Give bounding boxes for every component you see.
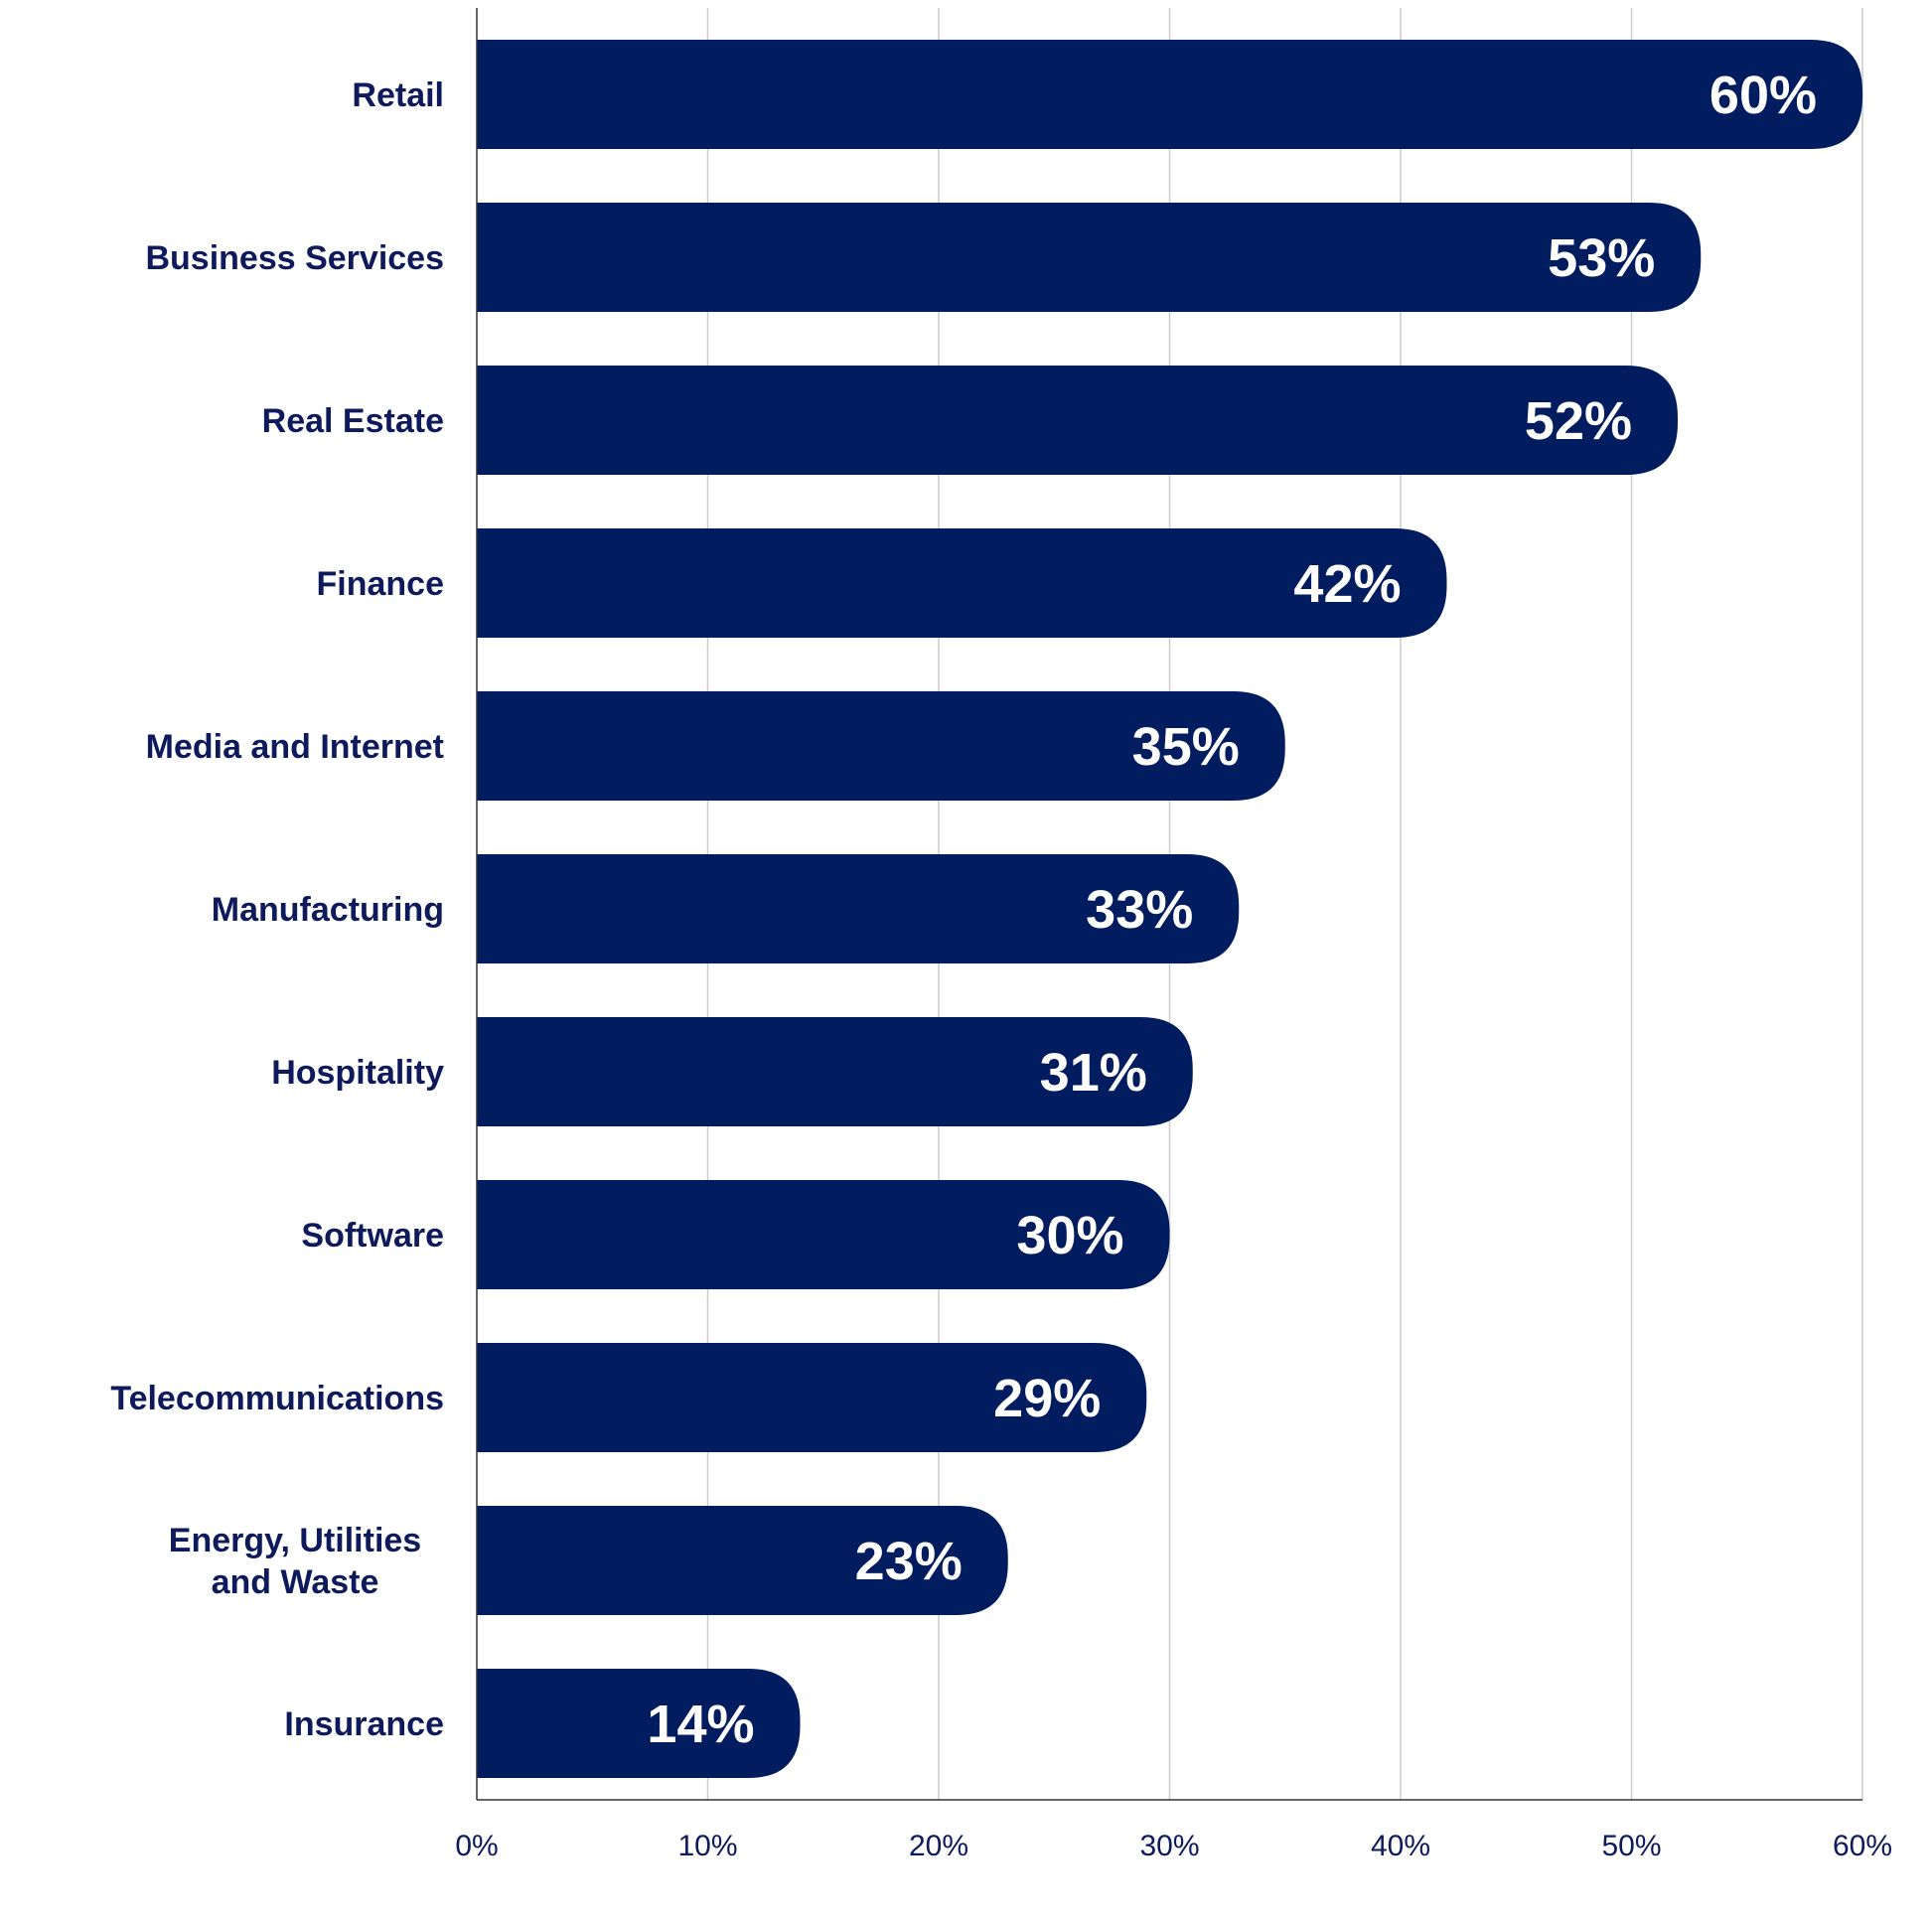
category-label-line: Media and Internet: [146, 728, 444, 766]
bar-9: [477, 1343, 1147, 1452]
bar-2: [477, 203, 1702, 312]
category-label-5: Media and Internet: [146, 728, 444, 766]
category-label-line: Finance: [317, 565, 444, 603]
category-label-line: Software: [301, 1217, 444, 1255]
value-label-6: 33%: [1086, 880, 1193, 940]
category-label-3: Real Estate: [262, 402, 444, 440]
x-tick-label-20: 20%: [909, 1830, 968, 1862]
category-label-8: Software: [301, 1217, 444, 1255]
bar-11: [477, 1669, 801, 1778]
category-label-2: Business Services: [145, 239, 444, 277]
category-label-line: Real Estate: [262, 402, 444, 440]
category-label-line: Energy, Utilities: [169, 1522, 421, 1559]
bar-3: [477, 366, 1678, 475]
value-label-10: 23%: [855, 1532, 963, 1591]
category-label-9: Telecommunications: [110, 1380, 444, 1417]
value-label-5: 35%: [1132, 717, 1240, 777]
category-label-7: Hospitality: [271, 1054, 444, 1092]
bar-6: [477, 854, 1240, 963]
bar-4: [477, 528, 1447, 638]
value-label-3: 52%: [1525, 391, 1632, 451]
value-label-8: 30%: [1016, 1206, 1123, 1265]
value-label-9: 29%: [993, 1369, 1101, 1428]
bar-5: [477, 691, 1285, 801]
category-label-line: and Waste: [212, 1563, 379, 1601]
category-label-1: Retail: [352, 76, 444, 114]
category-label-4: Finance: [317, 565, 444, 603]
category-label-6: Manufacturing: [212, 891, 444, 929]
x-tick-label-40: 40%: [1371, 1830, 1430, 1862]
x-tick-label-50: 50%: [1601, 1830, 1661, 1862]
x-tick-label-0: 0%: [455, 1830, 498, 1862]
category-label-line: Hospitality: [271, 1054, 444, 1092]
x-tick-label-30: 30%: [1139, 1830, 1199, 1862]
value-label-1: 60%: [1709, 66, 1817, 125]
category-label-line: Insurance: [284, 1705, 444, 1743]
category-label-line: Retail: [352, 76, 444, 114]
value-label-4: 42%: [1293, 554, 1401, 614]
category-label-line: Manufacturing: [212, 891, 444, 929]
x-tick-label-10: 10%: [677, 1830, 737, 1862]
category-label-10: Energy, Utilities and Waste: [169, 1522, 421, 1601]
bar-1: [477, 40, 1862, 149]
category-label-line: Telecommunications: [110, 1380, 444, 1417]
axes: [476, 8, 1862, 1801]
bar-10: [477, 1506, 1008, 1615]
bar-8: [477, 1180, 1170, 1289]
bar-7: [477, 1017, 1193, 1126]
labels: 60% Retail 53% Business Services 52% Real Est…: [110, 66, 1892, 1862]
bars: [477, 40, 1862, 1778]
value-label-11: 14%: [647, 1695, 754, 1754]
category-label-line: Business Services: [145, 239, 444, 277]
category-label-11: Insurance: [284, 1705, 444, 1743]
value-label-2: 53%: [1548, 228, 1655, 288]
value-label-7: 31%: [1040, 1043, 1147, 1103]
x-tick-label-60: 60%: [1833, 1830, 1892, 1862]
